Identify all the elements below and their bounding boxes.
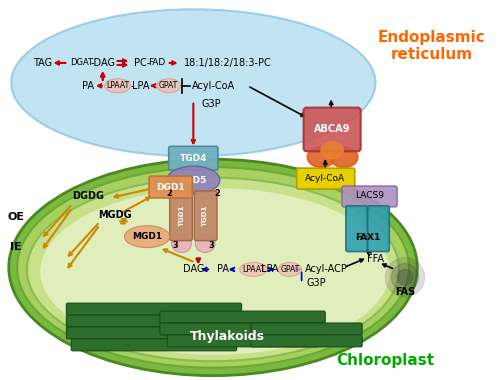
FancyBboxPatch shape (342, 186, 397, 207)
Text: 3: 3 (172, 241, 178, 250)
Text: G3P: G3P (201, 99, 221, 109)
FancyBboxPatch shape (168, 335, 318, 347)
Text: PA: PA (217, 264, 229, 274)
Text: MGD1: MGD1 (132, 232, 162, 241)
Text: MGDG: MGDG (98, 210, 132, 220)
Text: PC-: PC- (134, 58, 150, 68)
Text: OE: OE (8, 212, 24, 222)
Ellipse shape (308, 147, 335, 167)
Text: FAS: FAS (395, 287, 415, 297)
Ellipse shape (124, 226, 170, 248)
Text: 3: 3 (208, 241, 214, 250)
FancyBboxPatch shape (66, 315, 242, 327)
FancyBboxPatch shape (368, 206, 389, 252)
Text: Acyl-CoA: Acyl-CoA (305, 174, 346, 182)
FancyBboxPatch shape (251, 323, 362, 335)
Text: Acyl-CoA: Acyl-CoA (192, 81, 234, 91)
Ellipse shape (9, 159, 418, 376)
FancyBboxPatch shape (66, 327, 242, 339)
FancyBboxPatch shape (346, 206, 368, 252)
Ellipse shape (157, 79, 180, 93)
Ellipse shape (322, 142, 343, 158)
Text: GPAT: GPAT (280, 265, 299, 274)
Text: TAG: TAG (33, 58, 52, 68)
Text: 18:1/18:2/18:3-PC: 18:1/18:2/18:3-PC (184, 58, 272, 68)
Text: PA: PA (82, 81, 94, 91)
FancyBboxPatch shape (304, 108, 360, 151)
Text: LPAAT: LPAAT (106, 81, 129, 90)
Ellipse shape (40, 188, 390, 355)
Ellipse shape (104, 79, 130, 93)
Text: Chloroplast: Chloroplast (336, 353, 434, 368)
FancyBboxPatch shape (160, 311, 325, 323)
Text: Thylakoids: Thylakoids (190, 331, 266, 344)
Ellipse shape (172, 235, 192, 253)
Text: TGD4: TGD4 (180, 154, 207, 163)
Text: FFA: FFA (367, 255, 384, 264)
Text: LPAAT: LPAAT (242, 265, 265, 274)
Text: 2: 2 (167, 190, 172, 198)
Text: DAG: DAG (182, 264, 204, 274)
Ellipse shape (17, 167, 409, 368)
Text: Acyl-ACP: Acyl-ACP (305, 264, 348, 274)
Text: FAX1: FAX1 (355, 233, 380, 242)
Ellipse shape (167, 166, 220, 194)
Ellipse shape (11, 10, 376, 156)
Ellipse shape (386, 258, 424, 297)
Ellipse shape (397, 269, 413, 285)
FancyBboxPatch shape (251, 335, 362, 347)
Ellipse shape (27, 177, 399, 361)
Ellipse shape (240, 263, 267, 276)
FancyBboxPatch shape (160, 323, 325, 335)
Text: DGDG: DGDG (72, 191, 104, 201)
Text: ABCA9: ABCA9 (314, 124, 350, 135)
Text: -: - (130, 81, 134, 91)
Text: FAD: FAD (148, 59, 166, 67)
Text: -DAG: -DAG (90, 58, 116, 68)
FancyBboxPatch shape (149, 176, 192, 198)
Ellipse shape (278, 263, 301, 276)
Text: IE: IE (10, 242, 22, 252)
Text: LPA: LPA (262, 264, 279, 274)
FancyBboxPatch shape (66, 303, 242, 315)
Text: TGD1: TGD1 (178, 205, 184, 226)
FancyBboxPatch shape (72, 339, 236, 351)
Ellipse shape (330, 147, 357, 167)
Text: DGD1: DGD1 (156, 182, 185, 192)
Text: DGAT: DGAT (70, 59, 94, 67)
Text: GPAT: GPAT (159, 81, 178, 90)
Text: LPA: LPA (132, 81, 150, 91)
Ellipse shape (196, 235, 215, 253)
FancyBboxPatch shape (170, 191, 192, 241)
Text: LACS9: LACS9 (355, 192, 384, 201)
FancyBboxPatch shape (168, 146, 218, 170)
FancyBboxPatch shape (194, 191, 217, 241)
Ellipse shape (391, 263, 419, 291)
Text: Endoplasmic
reticulum: Endoplasmic reticulum (378, 30, 486, 62)
Text: 2: 2 (214, 190, 220, 198)
Text: TGD5: TGD5 (180, 176, 207, 185)
Text: G3P: G3P (306, 278, 326, 288)
FancyBboxPatch shape (296, 168, 355, 189)
Text: TGD1: TGD1 (202, 205, 208, 226)
